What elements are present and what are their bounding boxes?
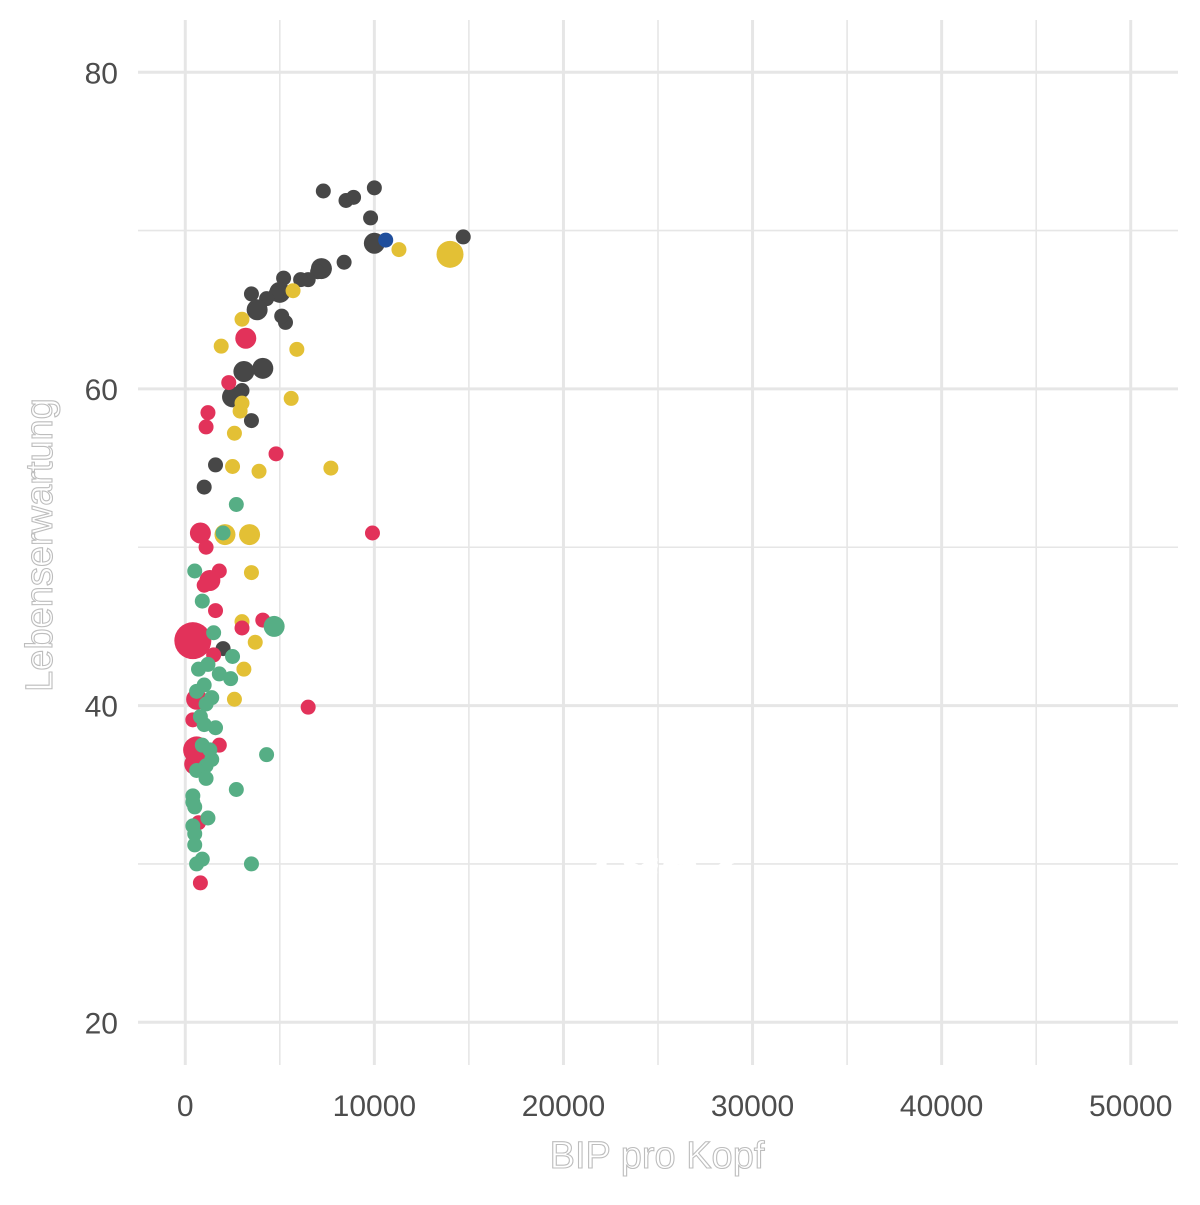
data-point-red xyxy=(268,446,284,462)
data-point-yellow xyxy=(285,283,301,299)
data-point-yellow xyxy=(283,390,299,406)
data-point-yellow xyxy=(391,242,407,258)
data-point-gray xyxy=(243,413,259,429)
data-point-green xyxy=(187,563,203,579)
data-point-green xyxy=(228,782,244,797)
data-point-yellow xyxy=(236,661,252,677)
grid-lines xyxy=(138,20,1178,1065)
data-point-red xyxy=(192,875,208,891)
data-point-gray xyxy=(243,286,259,302)
data-point-gray xyxy=(276,270,292,286)
data-point-green xyxy=(187,826,203,842)
data-point-yellow xyxy=(243,565,259,581)
data-point-green xyxy=(208,720,224,736)
data-point-gray xyxy=(252,357,274,379)
y-tick-label: 60 xyxy=(85,374,118,407)
data-point-red xyxy=(235,327,257,349)
data-point-gray xyxy=(336,254,352,270)
data-point-green xyxy=(228,497,244,512)
data-point-yellow xyxy=(226,425,242,441)
data-point-green xyxy=(211,666,227,682)
data-point-red xyxy=(174,622,212,660)
data-point-green xyxy=(225,649,241,664)
data-point-green xyxy=(198,770,214,786)
data-point-blue xyxy=(378,232,394,248)
data-point-gray xyxy=(196,479,212,495)
data-point-green xyxy=(198,696,214,712)
data-point-green xyxy=(194,593,210,609)
data-point-red xyxy=(189,522,211,544)
data-point-gray xyxy=(208,457,224,473)
data-point-yellow xyxy=(323,460,339,476)
data-point-yellow xyxy=(225,459,241,474)
data-point-yellow xyxy=(251,463,267,479)
x-tick-label: 50000 xyxy=(1089,1090,1172,1123)
data-point-red xyxy=(198,539,214,555)
data-point-green xyxy=(196,717,212,733)
data-point-yellow xyxy=(234,395,250,411)
data-point-green xyxy=(189,856,205,872)
data-point-yellow xyxy=(213,338,229,354)
data-point-gray xyxy=(366,180,382,196)
x-tick-label: 10000 xyxy=(333,1090,416,1123)
data-point-gray xyxy=(274,308,290,324)
data-point-green xyxy=(223,671,239,687)
data-point-yellow xyxy=(289,341,305,357)
x-tick-label: 30000 xyxy=(711,1090,794,1123)
data-point-green xyxy=(187,837,203,853)
data-points xyxy=(174,180,471,891)
data-point-gray xyxy=(363,210,379,226)
data-point-gray xyxy=(246,299,268,321)
data-point-green xyxy=(200,810,216,826)
x-tick-label: 40000 xyxy=(900,1090,983,1123)
data-point-gray xyxy=(293,272,309,288)
data-point-green xyxy=(189,683,205,699)
y-tick-label: 80 xyxy=(85,57,118,90)
data-point-yellow xyxy=(247,634,263,650)
data-point-gray xyxy=(455,229,471,245)
data-point-yellow xyxy=(226,691,242,707)
data-point-green xyxy=(263,615,285,637)
x-tick-label: 0 xyxy=(177,1090,194,1123)
data-point-yellow xyxy=(234,311,250,327)
data-point-yellow xyxy=(436,240,464,268)
x-axis-title: BIP pro Kopf xyxy=(550,1135,765,1177)
data-point-red xyxy=(300,699,316,715)
data-point-red xyxy=(364,525,380,541)
year-annotation: 1952 xyxy=(580,826,740,906)
data-point-red xyxy=(196,577,212,593)
data-point-red xyxy=(208,603,224,619)
x-tick-label: 20000 xyxy=(522,1090,605,1123)
data-point-gray xyxy=(346,189,362,205)
data-point-green xyxy=(215,525,231,541)
data-point-yellow xyxy=(239,524,261,546)
tick-labels: 0 10000 20000 30000 40000 50000 20 40 60 80 xyxy=(85,57,1173,1123)
data-point-gray xyxy=(233,361,255,382)
data-point-green xyxy=(206,625,222,641)
data-point-red xyxy=(200,405,216,421)
data-point-red xyxy=(221,375,237,391)
y-tick-label: 20 xyxy=(85,1007,118,1040)
y-axis-title: Lebenserwartung xyxy=(19,398,61,692)
data-point-green xyxy=(243,856,259,872)
data-point-red xyxy=(234,620,250,636)
data-point-gray xyxy=(315,183,331,199)
data-point-green xyxy=(187,799,203,815)
data-point-green xyxy=(259,747,275,763)
data-point-red xyxy=(198,419,214,435)
y-tick-label: 40 xyxy=(85,691,118,724)
data-point-green xyxy=(191,661,207,677)
